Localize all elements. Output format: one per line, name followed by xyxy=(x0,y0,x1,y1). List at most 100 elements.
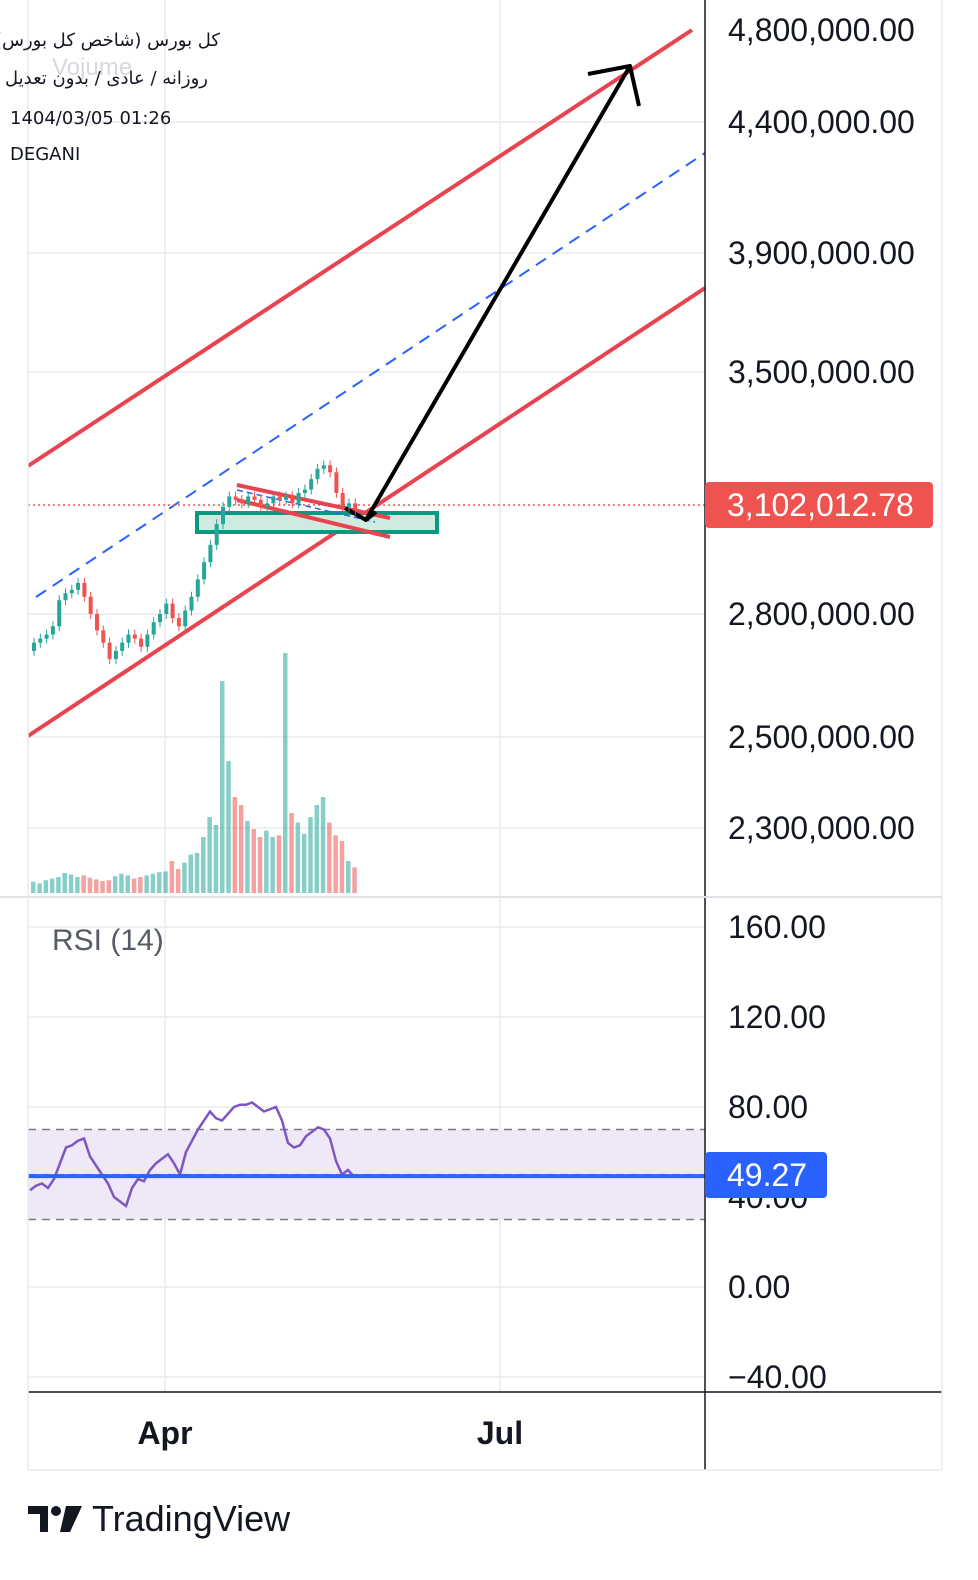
volume-bar xyxy=(62,873,67,893)
candle-body xyxy=(315,468,320,480)
volume-bar xyxy=(106,880,112,893)
volume-bar xyxy=(31,881,36,893)
candle-body xyxy=(284,496,288,500)
candle-body xyxy=(202,562,207,580)
volume-bar xyxy=(94,879,99,893)
volume-bar xyxy=(314,805,319,893)
volume-bar xyxy=(138,877,143,893)
candle-body xyxy=(334,472,339,493)
volume-bar xyxy=(43,880,49,893)
candle-body xyxy=(233,496,238,500)
candle-body xyxy=(271,496,276,504)
support-box xyxy=(195,511,439,534)
volume-bar xyxy=(157,872,162,893)
price-tick-label: 3,500,000.00 xyxy=(728,354,915,390)
volume-bar xyxy=(119,873,124,893)
volume-bar xyxy=(283,653,288,893)
volume-bar xyxy=(100,881,105,893)
candle-body xyxy=(353,503,358,511)
datetime-label: 1404/03/05 01:26 xyxy=(10,108,172,129)
volume-bar xyxy=(131,878,137,893)
candle-body xyxy=(265,503,270,507)
volume-bar xyxy=(257,837,263,893)
volume-bar xyxy=(87,877,93,893)
volume-bar xyxy=(270,837,275,893)
candle-body xyxy=(170,603,175,619)
time-tick-label: Jul xyxy=(477,1415,523,1451)
volume-bar xyxy=(175,869,181,893)
brand-name: TradingView xyxy=(92,1498,291,1539)
rsi-line xyxy=(29,1101,355,1209)
rsi-value-badge xyxy=(705,1152,827,1198)
candle-body xyxy=(101,630,106,643)
volume-bar xyxy=(308,817,313,893)
candle-body xyxy=(63,593,68,601)
candle-body xyxy=(132,634,137,639)
candle-body xyxy=(347,503,351,507)
flag-upper-line xyxy=(236,483,391,520)
channel-midline xyxy=(35,152,706,598)
price-tick-label: 2,800,000.00 xyxy=(728,596,915,632)
price-tick-label: 4,400,000.00 xyxy=(728,104,915,140)
volume-bar xyxy=(276,835,282,893)
watermark: Vojume xyxy=(52,54,133,81)
volume-bar xyxy=(213,825,219,893)
last-price-label: 3,102,012.78 xyxy=(727,487,914,523)
candle-body xyxy=(290,496,295,504)
candle-body xyxy=(183,610,188,627)
price-tick-label: 3,900,000.00 xyxy=(728,235,915,271)
candle-body xyxy=(176,618,181,627)
volume-bar xyxy=(295,822,301,893)
volume-bar xyxy=(245,821,250,893)
candle-body xyxy=(145,634,150,647)
rsi-tick-label: 80.00 xyxy=(728,1089,808,1125)
interval-label: روزانه / عادی / بدون تعدیل xyxy=(5,68,208,89)
volume-bar xyxy=(49,878,55,893)
candle-body xyxy=(120,642,125,651)
volume-bar xyxy=(289,813,294,893)
last-price-badge xyxy=(705,482,933,528)
time-tick-label: Apr xyxy=(137,1415,192,1451)
volume-bar xyxy=(163,871,168,893)
volume-bar xyxy=(339,841,345,893)
tradingview-brand[interactable]: TradingView xyxy=(28,1498,290,1540)
candle-body xyxy=(50,626,55,635)
volume-bar xyxy=(194,853,200,893)
candle-body xyxy=(76,582,81,590)
volume-bar xyxy=(56,877,61,893)
volume-bar xyxy=(327,822,332,893)
volume-bar xyxy=(333,835,338,893)
price-tick-label: 2,300,000.00 xyxy=(728,810,915,846)
volume-bar xyxy=(150,873,156,893)
candle-body xyxy=(252,496,257,500)
candle-body xyxy=(82,582,87,597)
volume-bar xyxy=(264,830,269,893)
rsi-pane xyxy=(28,1101,705,1221)
candle-body xyxy=(208,544,213,563)
candle-body xyxy=(246,496,251,504)
candle-body xyxy=(258,499,263,507)
regression-channel[interactable] xyxy=(26,28,707,738)
candle-body xyxy=(195,579,200,597)
candle-body xyxy=(57,600,62,627)
rsi-tick-label: 0.00 xyxy=(728,1269,790,1305)
volume-bar xyxy=(169,861,175,893)
author-label: DEGANI xyxy=(10,144,81,165)
volume-bar xyxy=(251,829,256,893)
symbol-title: کل بورس (شاخص کل بورس) xyxy=(0,30,220,51)
volume-bar xyxy=(226,761,231,893)
candle-body xyxy=(69,589,74,594)
price-candles xyxy=(32,460,358,665)
volume-bar xyxy=(207,817,212,893)
candle-body xyxy=(44,634,49,639)
candle-body xyxy=(227,496,232,507)
volume-bar xyxy=(112,876,118,893)
volume-bar xyxy=(188,854,193,893)
candle-body xyxy=(107,642,112,660)
candle-body xyxy=(32,642,36,651)
tradingview-logo-icon xyxy=(28,1506,82,1532)
candle-body xyxy=(38,638,43,643)
volume-bar xyxy=(346,861,351,893)
volume-bar xyxy=(301,833,307,893)
